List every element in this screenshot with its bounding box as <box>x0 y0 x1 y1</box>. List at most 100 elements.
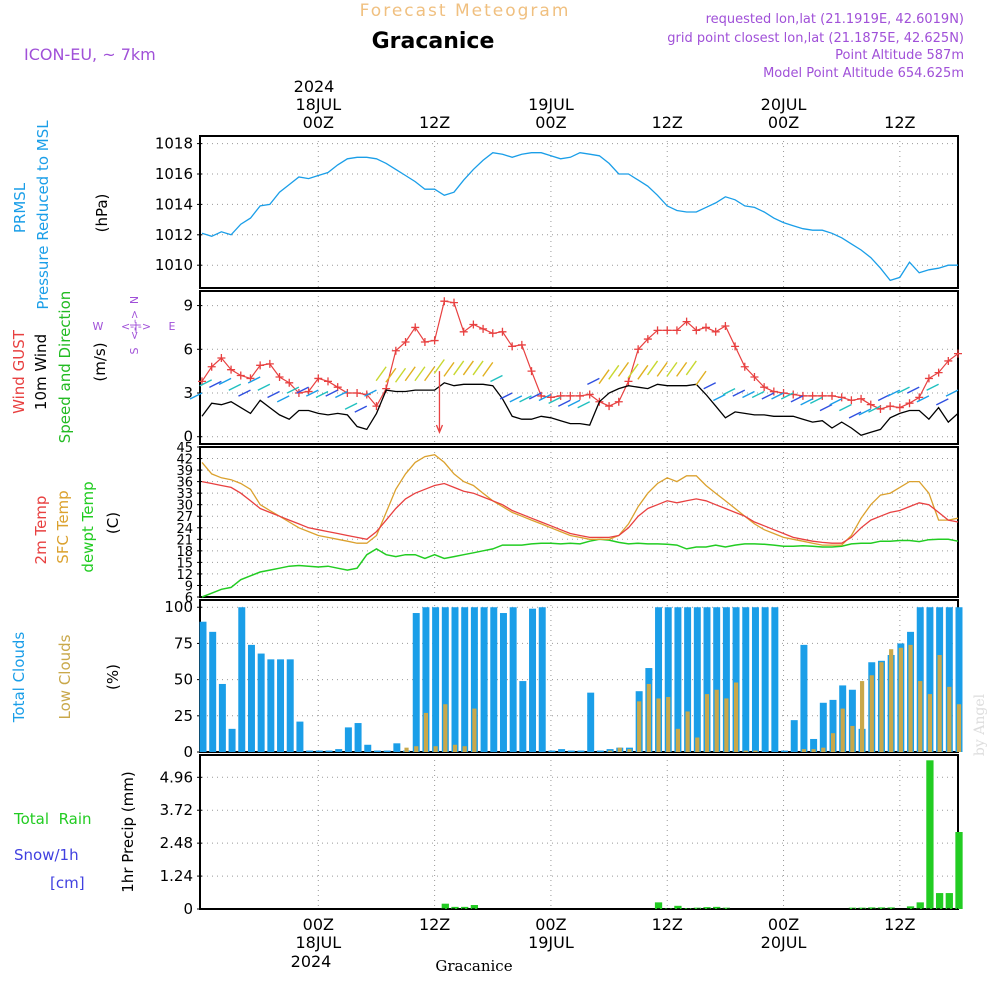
wind-arrow <box>906 386 920 394</box>
total-clouds-bar <box>277 659 285 752</box>
wind-arrow <box>916 395 930 403</box>
total-clouds-bar <box>567 750 575 752</box>
ytick-label: 1018 <box>155 135 193 153</box>
gust-marker <box>324 377 332 386</box>
gust-label: Wind GUST <box>10 329 28 414</box>
sfc-label: SFC Temp <box>54 490 72 563</box>
wind-arrow <box>209 380 222 388</box>
gust-marker <box>624 377 633 386</box>
total-clouds-bar <box>596 750 604 752</box>
total-clouds-bar <box>344 727 352 752</box>
bottom-date-label: 19JUL <box>528 933 574 952</box>
gust-marker <box>265 359 274 368</box>
wind-arrow <box>887 389 901 397</box>
wind-arrow <box>761 392 775 400</box>
rain-bar <box>877 907 886 909</box>
gust-marker <box>769 387 778 396</box>
gust-marker <box>353 389 362 397</box>
wind-arrow <box>685 360 697 376</box>
gust-marker <box>469 320 478 329</box>
low-clouds-bar <box>927 694 933 752</box>
low-clouds-bar <box>850 725 855 752</box>
wind-arrow <box>800 398 813 406</box>
low-clouds-bar <box>889 649 894 752</box>
bottom-hour-label: 00Z <box>535 915 566 934</box>
gust-marker <box>275 372 284 381</box>
rain-bar <box>470 905 479 909</box>
total-clouds-bar <box>257 653 265 752</box>
wind-arrow <box>443 361 455 377</box>
wind-arrow <box>627 363 639 379</box>
wind-arrow <box>296 386 309 394</box>
gust-marker <box>934 368 943 377</box>
gust-marker <box>391 346 400 355</box>
wind-arrow <box>305 389 319 397</box>
bottom-hour-label: 00Z <box>303 915 334 934</box>
wind-arrow <box>199 379 213 387</box>
t2m-line <box>201 480 959 544</box>
total-clouds-bar <box>916 607 924 752</box>
bottom-hour-label: 00Z <box>768 915 799 934</box>
wind-arrow <box>637 364 649 380</box>
wind-arrow <box>267 390 280 399</box>
gust-marker <box>847 396 856 405</box>
credit-watermark: by Angel <box>972 693 988 756</box>
gust-marker <box>663 326 672 335</box>
product-title: Forecast Meteogram <box>360 1 571 21</box>
total-clouds-bar <box>383 750 391 752</box>
total-clouds-bar <box>354 723 362 752</box>
wind-arrow <box>742 390 755 399</box>
low-clouds-label: Low Clouds <box>56 634 74 719</box>
gust-marker <box>760 383 769 392</box>
rain-bar <box>887 907 895 909</box>
total-clouds-bar <box>296 721 304 752</box>
wind-arrow <box>676 361 688 377</box>
bottom-year: 2024 <box>291 952 332 971</box>
ytick-label: 27 <box>176 510 193 525</box>
total-clouds-bar <box>655 607 663 752</box>
gust-marker <box>653 326 662 335</box>
wind-arrow <box>771 392 784 400</box>
point-altitude: Point Altitude 587m <box>835 48 964 63</box>
gust-marker <box>905 399 914 408</box>
dewpt-label: dewpt Temp <box>79 481 97 572</box>
ytick-label: 3.72 <box>160 801 193 819</box>
wind-arrow <box>935 398 949 406</box>
low-clouds-bar <box>821 747 826 752</box>
prmsl-label: PRMSL <box>11 182 29 233</box>
ytick-label: 42 <box>176 453 193 468</box>
ytick-label: 2.48 <box>160 834 193 852</box>
total-clouds-bar <box>761 607 769 752</box>
wind-arrow <box>577 401 591 409</box>
precip-ylabel: 1hr Precip (mm) <box>119 771 137 892</box>
gust-marker <box>634 345 643 354</box>
total-clouds-bar <box>373 750 381 752</box>
wind-arrow <box>238 389 251 397</box>
total-clouds-bar <box>751 607 759 752</box>
total-clouds-bar <box>432 607 440 752</box>
total-clouds-bar <box>218 683 226 752</box>
bottom-hour-label: 12Z <box>884 915 915 934</box>
total-clouds-bar <box>519 681 527 752</box>
rain-bar <box>906 906 915 909</box>
gust-marker <box>740 362 749 371</box>
ytick-label: 15 <box>176 556 193 571</box>
top-date-label: 18JUL <box>295 95 341 114</box>
gust-marker <box>818 391 827 400</box>
wind-arrow <box>453 360 465 376</box>
snow-unit-label: [cm] <box>50 874 85 892</box>
total-clouds-bar <box>848 689 856 752</box>
gust-marker <box>450 298 458 307</box>
ytick-label: 6 <box>183 340 193 358</box>
gust-marker <box>605 402 614 411</box>
gust-marker <box>527 367 536 376</box>
wind-arrow <box>509 395 523 403</box>
total-clouds-bar <box>742 607 750 752</box>
wind-arrow <box>666 361 678 377</box>
low-clouds-bar <box>627 749 632 752</box>
low-clouds-bar <box>743 750 748 752</box>
top-hour-label: 00Z <box>303 113 334 132</box>
gust-marker <box>236 371 245 380</box>
total-clouds-bar <box>306 750 314 752</box>
